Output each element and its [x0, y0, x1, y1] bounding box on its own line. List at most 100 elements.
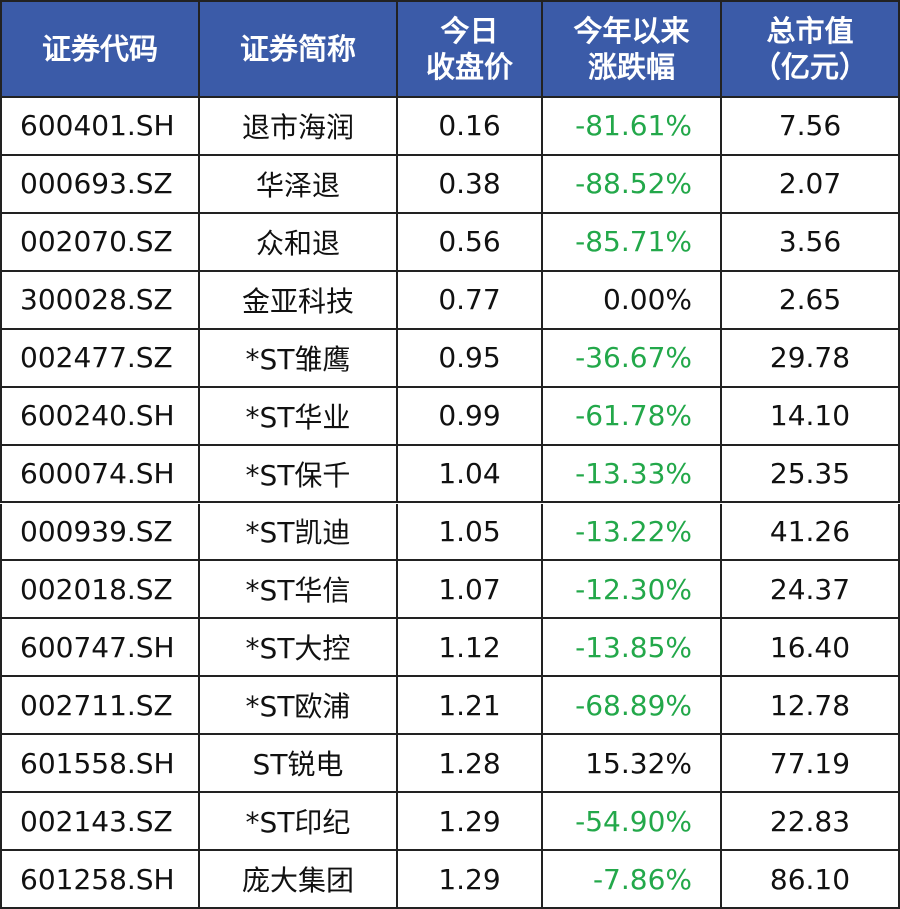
table-cell: 15.32%: [543, 735, 722, 794]
cell-text: 25.35: [769, 457, 851, 491]
table-cell: 002018.SZ: [0, 561, 200, 620]
table-cell: 002477.SZ: [0, 329, 200, 388]
table-cell: 众和退: [200, 213, 398, 272]
table-cell: 0.16: [398, 98, 543, 156]
cell-text: 7.56: [778, 109, 842, 143]
cell-text: 1.28: [438, 746, 501, 780]
cell-text: 002477.SZ: [20, 341, 173, 375]
cell-text: 0.77: [438, 283, 501, 317]
table-cell: *ST欧浦: [200, 677, 398, 736]
table-cell: *ST印纪: [200, 793, 398, 852]
header-cell: 今日 收盘价: [398, 0, 543, 98]
cell-text: 000939.SZ: [20, 514, 173, 548]
cell-text: 0.00%: [603, 283, 692, 317]
table-cell: 600747.SH: [0, 619, 200, 678]
cell-text: 1.29: [438, 804, 501, 838]
header-text: 总市值: [766, 14, 854, 48]
table-cell: 庞大集团: [200, 851, 398, 909]
cell-text: 2.07: [778, 167, 842, 201]
cell-text: ST锐电: [252, 748, 344, 782]
cell-text: *ST大控: [245, 632, 351, 666]
cell-text: 601258.SH: [20, 862, 175, 896]
table-cell: 600401.SH: [0, 98, 200, 156]
cell-text: 2.65: [778, 283, 842, 317]
cell-text: -88.52%: [575, 167, 692, 201]
table-cell: 1.29: [398, 793, 543, 852]
cell-text: 1.07: [438, 572, 501, 606]
table-cell: 25.35: [722, 445, 900, 504]
cell-text: 退市海润: [241, 110, 354, 144]
header-text: （亿元）: [751, 50, 868, 84]
table-cell: -13.33%: [543, 445, 722, 504]
table-cell: 0.00%: [543, 271, 722, 330]
cell-text: 600240.SH: [20, 399, 175, 433]
table-cell: 退市海润: [200, 98, 398, 156]
table-cell: -36.67%: [543, 329, 722, 388]
table-cell: -7.86%: [543, 851, 722, 909]
header-text: 证券简称: [239, 32, 356, 66]
cell-text: 002711.SZ: [20, 688, 173, 722]
cell-text: -13.85%: [575, 630, 692, 664]
cell-text: 庞大集团: [241, 864, 354, 898]
table-cell: 1.05: [398, 503, 543, 562]
table-cell: 金亚科技: [200, 271, 398, 330]
table-cell: 12.78: [722, 677, 900, 736]
table-cell: *ST大控: [200, 619, 398, 678]
table-cell: -85.71%: [543, 213, 722, 272]
table-cell: -81.61%: [543, 98, 722, 156]
cell-text: *ST华业: [245, 400, 351, 434]
table-cell: 1.28: [398, 735, 543, 794]
table-cell: *ST雏鹰: [200, 329, 398, 388]
table-cell: 华泽退: [200, 155, 398, 214]
cell-text: -61.78%: [575, 399, 692, 433]
cell-text: 1.04: [438, 457, 501, 491]
cell-text: 1.21: [438, 688, 501, 722]
table-cell: 2.07: [722, 155, 900, 214]
cell-text: -68.89%: [575, 688, 692, 722]
cell-text: 601558.SH: [20, 746, 175, 780]
table-cell: 24.37: [722, 561, 900, 620]
cell-text: *ST保千: [245, 458, 351, 492]
cell-text: *ST印纪: [245, 806, 351, 840]
cell-text: 600401.SH: [20, 109, 175, 143]
table-cell: 300028.SZ: [0, 271, 200, 330]
header-text: 收盘价: [425, 50, 513, 84]
table-cell: ST锐电: [200, 735, 398, 794]
header-cell: 证券简称: [200, 0, 398, 98]
table-cell: 16.40: [722, 619, 900, 678]
table-cell: 3.56: [722, 213, 900, 272]
cell-text: 0.95: [438, 341, 501, 375]
table-cell: 601558.SH: [0, 735, 200, 794]
cell-text: 14.10: [769, 399, 851, 433]
table-cell: -13.85%: [543, 619, 722, 678]
table-cell: 002711.SZ: [0, 677, 200, 736]
cell-text: 0.56: [438, 225, 501, 259]
table-cell: -68.89%: [543, 677, 722, 736]
cell-text: *ST雏鹰: [245, 342, 351, 376]
cell-text: *ST凯迪: [245, 516, 351, 550]
table-cell: 77.19: [722, 735, 900, 794]
cell-text: 金亚科技: [241, 284, 354, 318]
table-cell: *ST凯迪: [200, 503, 398, 562]
table-cell: 86.10: [722, 851, 900, 909]
header-text: 今日: [440, 14, 499, 48]
cell-text: 002070.SZ: [20, 225, 173, 259]
cell-text: 华泽退: [255, 168, 340, 202]
table-cell: 1.04: [398, 445, 543, 504]
table-cell: 41.26: [722, 503, 900, 562]
table-cell: -88.52%: [543, 155, 722, 214]
cell-text: 24.37: [769, 572, 851, 606]
table-cell: 0.56: [398, 213, 543, 272]
cell-text: 0.99: [438, 399, 501, 433]
cell-text: 002018.SZ: [20, 572, 173, 606]
cell-text: 22.83: [769, 804, 851, 838]
cell-text: 41.26: [769, 514, 851, 548]
cell-text: 1.29: [438, 862, 501, 896]
cell-text: *ST华信: [245, 574, 351, 608]
table-cell: -54.90%: [543, 793, 722, 852]
header-text: 证券代码: [41, 32, 158, 66]
table-cell: 29.78: [722, 329, 900, 388]
table-cell: 1.07: [398, 561, 543, 620]
cell-text: 86.10: [769, 862, 851, 896]
